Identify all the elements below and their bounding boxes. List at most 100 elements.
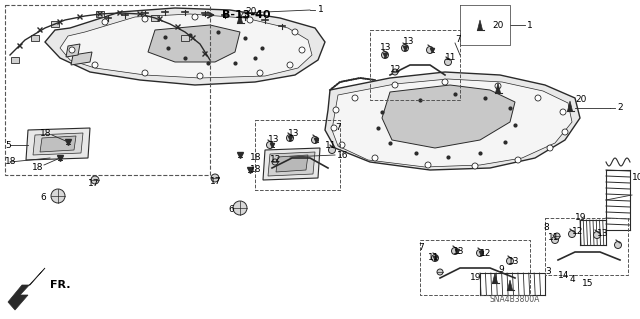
Circle shape [197,73,203,79]
Circle shape [272,159,278,165]
Text: B-13-40: B-13-40 [222,10,271,20]
Polygon shape [263,148,320,180]
Text: 13: 13 [508,257,520,266]
Polygon shape [151,15,159,21]
Polygon shape [11,57,19,63]
Text: 12: 12 [480,249,492,258]
Polygon shape [71,52,92,65]
Circle shape [562,129,568,135]
Circle shape [560,109,566,115]
Circle shape [495,83,501,89]
Text: 11: 11 [325,140,337,150]
Circle shape [257,70,263,76]
Polygon shape [181,35,189,41]
Polygon shape [66,44,80,57]
Polygon shape [33,133,83,155]
Circle shape [426,47,433,54]
Text: 1: 1 [527,20,532,29]
Circle shape [442,79,448,85]
Text: 14: 14 [558,271,570,279]
Circle shape [142,16,148,22]
Circle shape [515,157,521,163]
Text: 2: 2 [617,103,623,113]
Text: 13: 13 [288,129,300,137]
Text: 11: 11 [428,254,440,263]
Polygon shape [96,11,104,17]
Polygon shape [237,13,243,23]
Polygon shape [268,152,315,176]
Circle shape [299,47,305,53]
Text: 7: 7 [335,123,340,132]
Circle shape [535,95,541,101]
Text: 13: 13 [403,38,415,47]
Circle shape [401,44,408,51]
Circle shape [192,14,198,20]
Text: 15: 15 [582,278,593,287]
Text: 4: 4 [570,276,575,285]
Polygon shape [148,25,240,62]
Text: 18: 18 [250,153,262,162]
Circle shape [372,155,378,161]
Circle shape [102,19,108,25]
Text: 20: 20 [575,95,586,105]
Text: 19: 19 [470,273,481,283]
Circle shape [211,174,219,182]
Text: 20: 20 [492,20,504,29]
Polygon shape [508,280,513,290]
Polygon shape [325,72,580,170]
Text: 5: 5 [5,140,11,150]
Circle shape [381,51,388,58]
Circle shape [437,269,443,275]
Circle shape [91,176,99,184]
Text: 9: 9 [498,265,504,275]
Text: 19: 19 [575,213,586,222]
Circle shape [287,62,293,68]
Circle shape [233,201,247,215]
Text: 12: 12 [572,226,584,235]
Text: 11: 11 [445,54,456,63]
Text: 3: 3 [545,266,551,276]
Circle shape [331,125,337,131]
Text: 8: 8 [543,224,548,233]
Polygon shape [493,273,497,283]
Text: 12: 12 [390,65,401,75]
Text: 18: 18 [250,166,262,174]
Text: 17: 17 [210,176,221,186]
Text: 20: 20 [245,8,257,17]
Circle shape [425,162,431,168]
Text: 13: 13 [597,228,609,238]
Text: 10: 10 [632,174,640,182]
Circle shape [451,248,458,255]
Circle shape [554,233,560,239]
Polygon shape [568,101,573,111]
Text: SNA4B3800A: SNA4B3800A [490,295,540,305]
Circle shape [312,137,319,144]
Circle shape [292,29,298,35]
Text: 13: 13 [380,43,392,53]
Circle shape [445,58,451,65]
Circle shape [506,257,513,264]
Text: 7: 7 [418,243,424,253]
Circle shape [69,47,75,53]
Circle shape [392,69,398,75]
Text: 16: 16 [337,151,349,160]
Circle shape [392,82,398,88]
Text: 18: 18 [32,164,44,173]
Polygon shape [45,8,325,85]
Polygon shape [8,268,45,310]
Polygon shape [382,85,515,148]
Polygon shape [495,83,500,93]
Circle shape [547,145,553,151]
Text: 7: 7 [455,35,461,44]
Circle shape [51,189,65,203]
Text: 12: 12 [270,155,282,165]
Text: 18: 18 [5,158,17,167]
Circle shape [328,146,335,153]
Circle shape [339,142,345,148]
Circle shape [92,62,98,68]
Polygon shape [276,155,308,172]
Polygon shape [26,128,90,160]
Text: 13: 13 [453,248,465,256]
Circle shape [266,142,273,149]
Circle shape [614,241,621,249]
